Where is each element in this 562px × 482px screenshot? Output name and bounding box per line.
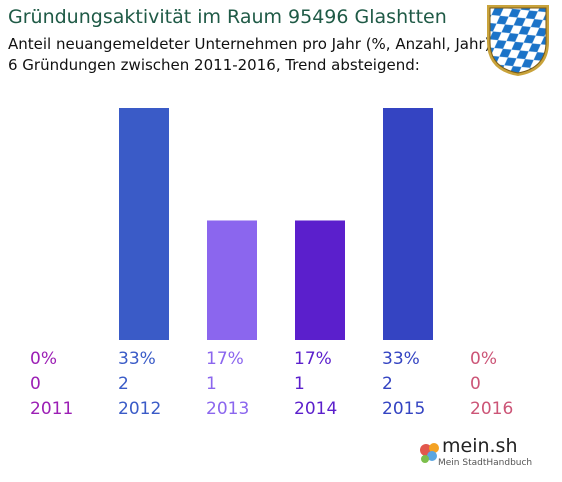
percent-label-2016: 0% xyxy=(470,349,497,369)
chart-title: Gründungsaktivität im Raum 95496 Glashtt… xyxy=(8,6,447,28)
count-label-2016: 0 xyxy=(470,374,481,394)
count-label-2011: 0 xyxy=(30,374,41,394)
year-label-2014: 2014 xyxy=(294,399,337,419)
year-label-2015: 2015 xyxy=(382,399,425,419)
percent-label-2012: 33% xyxy=(118,349,156,369)
chart-subtitle: Anteil neuangemeldeter Unternehmen pro J… xyxy=(8,35,491,53)
percent-label-2014: 17% xyxy=(294,349,332,369)
brand-name: mein.sh xyxy=(442,435,518,457)
brand-logo[interactable]: mein.sh Mein StadtHandbuch xyxy=(408,428,532,474)
percent-label-2013: 17% xyxy=(206,349,244,369)
bar-2012 xyxy=(119,108,169,340)
bar-2015 xyxy=(383,108,433,340)
count-label-2013: 1 xyxy=(206,374,217,394)
percent-label-2011: 0% xyxy=(30,349,57,369)
chart-summary: 6 Gründungen zwischen 2011-2016, Trend a… xyxy=(8,56,420,74)
year-label-2011: 2011 xyxy=(30,399,73,419)
count-label-2012: 2 xyxy=(118,374,129,394)
count-label-2014: 1 xyxy=(294,374,305,394)
percent-label-2015: 33% xyxy=(382,349,420,369)
bar-2013 xyxy=(207,220,257,340)
brand-tagline: Mein StadtHandbuch xyxy=(438,458,533,468)
bavaria-coat-of-arms-icon xyxy=(487,5,549,76)
year-label-2012: 2012 xyxy=(118,399,161,419)
map-pin-icon xyxy=(420,443,439,463)
year-label-2013: 2013 xyxy=(206,399,249,419)
count-label-2015: 2 xyxy=(382,374,393,394)
bar-2014 xyxy=(295,220,345,340)
year-label-2016: 2016 xyxy=(470,399,513,419)
